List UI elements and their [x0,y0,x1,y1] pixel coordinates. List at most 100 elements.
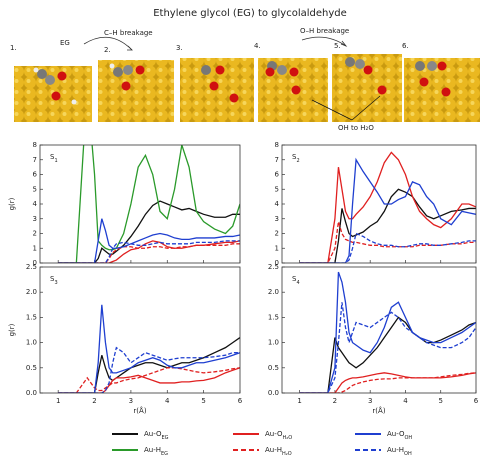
y-tick-label: 1.5 [26,313,37,321]
x-tick-label: 2 [333,397,337,405]
y-tick-label: 1.5 [268,313,279,321]
series-line [58,240,240,263]
panel-label-sub: 4 [296,280,299,286]
arrowhead [127,45,133,51]
legend-label: Au-HH₂O [265,446,292,457]
y-tick-label: 6 [275,171,280,179]
x-tick-label: 4 [165,397,170,405]
series-line [299,157,476,263]
step-label: 2. [104,46,111,54]
y-tick-label: 0.0 [268,389,279,397]
y-tick-label: 8 [33,141,37,149]
molecule [33,57,451,105]
y-tick-label: 0.5 [26,364,37,372]
x-tick-label: 5 [438,397,442,405]
series-line [299,232,476,263]
series-line [299,372,476,393]
series-line [299,151,476,263]
series-line [58,304,240,393]
molecule-label: EG [60,39,70,47]
series-line [58,200,240,263]
y-tick-label: 7 [33,156,37,164]
y-tick-label: 0.5 [268,364,279,372]
series-line [58,243,240,263]
y-tick-label: 0.0 [26,389,37,397]
legend-name: Au-O [387,430,405,438]
plot-frame [39,144,241,264]
panel-label-sub: 1 [54,158,57,164]
x-tick-label: 2 [92,397,96,405]
panel-label: S4 [292,275,300,286]
step-label: 1. [10,44,17,52]
series-line [299,372,476,393]
y-tick-label: 5 [33,185,37,193]
legend-name: Au-H [144,446,161,454]
panel-label-main: S [292,275,297,283]
legend-name: Au-O [265,430,283,438]
series-line [299,316,476,393]
y-tick-label: 2.0 [268,288,279,296]
pointer [311,99,353,121]
pointer [351,95,381,121]
y-tick-label: 1 [33,244,37,252]
step-label: 3. [176,44,183,52]
annotation: OH to H₂O [338,124,374,132]
y-tick-label: 4 [275,200,280,208]
y-tick-label: 8 [275,141,279,149]
panel-label: S2 [292,153,300,164]
arrowhead [340,40,348,47]
x-tick-label: 4 [403,397,408,405]
y-tick-label: 1 [275,244,279,252]
series-line [299,188,476,263]
y-tick-label: 3 [33,215,37,223]
series-line [299,271,476,393]
y-tick-label: 2.0 [26,288,37,296]
series-line [299,221,476,263]
legend-name: Au-H [265,446,282,454]
series-line [58,346,240,393]
surface [332,54,402,122]
y-tick-label: 0 [33,259,37,267]
y-tick-label: 1.0 [26,339,37,347]
y-axis-label: g(r) [8,197,16,210]
legend-label: Au-OOH [387,430,412,441]
legend-name: Au-H [387,446,404,454]
snapshots [14,36,480,122]
legend-name: Au-O [144,430,162,438]
plot-frame [281,266,477,394]
legend-sub: OH [404,435,412,441]
panel-label-sub: 2 [296,158,299,164]
panel-label-main: S [50,275,55,283]
y-tick-label: 2 [275,230,279,238]
panel-label-main: S [292,153,297,161]
plot-frame [39,266,241,394]
x-tick-label: 3 [368,397,372,405]
x-tick-label: 6 [238,397,243,405]
panel-label: S3 [50,275,58,286]
x-tick-label: 3 [129,397,133,405]
panel-label-main: S [50,153,55,161]
legend-label: Au-OH₂O [265,430,292,441]
x-tick-label: 6 [474,397,479,405]
series-line [58,337,240,393]
x-axis-label: r(Å) [372,406,385,415]
series-line [58,367,240,393]
y-axis-label: g(r) [8,323,16,336]
y-tick-label: 3 [275,215,279,223]
y-tick-label: 2 [33,230,37,238]
plot-frame [281,144,477,264]
figure-title: Ethylene glycol (EG) to glycolaldehyde [153,8,347,19]
series-line [58,145,240,263]
reaction-label: O–H breakage [300,27,349,35]
series-line [58,218,240,263]
arrow [301,36,347,47]
reaction-label: C–H breakage [104,29,153,37]
panel-label: S1 [50,153,58,164]
step-label: 6. [402,42,409,50]
y-tick-label: 5 [275,185,279,193]
x-tick-label: 1 [56,397,60,405]
step-label: 5. [334,42,341,50]
legend-sub: H₂O [282,451,292,457]
x-tick-label: 1 [297,397,301,405]
